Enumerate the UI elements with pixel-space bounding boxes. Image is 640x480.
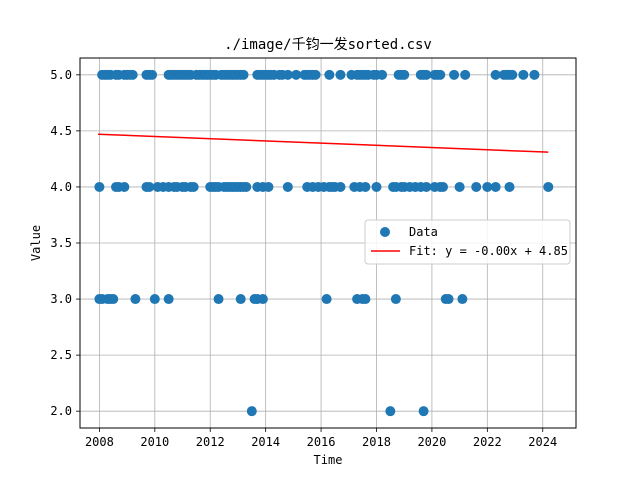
data-point [443, 294, 454, 305]
data-point [238, 69, 249, 80]
data-point [471, 181, 482, 192]
data-point [390, 294, 401, 305]
data-point [529, 69, 540, 80]
data-point [377, 69, 388, 80]
x-tick-label: 2018 [362, 435, 391, 449]
plot-series [94, 69, 554, 417]
data-point [241, 181, 252, 192]
data-point [321, 294, 332, 305]
data-point [335, 181, 346, 192]
data-point [235, 294, 246, 305]
data-point [257, 294, 268, 305]
x-axis: 2008 2010 2012 2014 2016 2018 2020 2022 2024 [85, 428, 557, 449]
data-point [518, 69, 529, 80]
data-point [130, 294, 141, 305]
data-point [490, 69, 501, 80]
y-tick-label: 3.0 [50, 292, 72, 306]
x-tick-label: 2024 [528, 435, 557, 449]
data-point [399, 69, 410, 80]
data-point [213, 294, 224, 305]
data-point [504, 181, 515, 192]
y-axis: 2.0 2.5 3.0 3.5 4.0 4.5 5.0 [50, 68, 80, 418]
x-tick-label: 2016 [307, 435, 336, 449]
legend-box [364, 219, 571, 265]
y-tick-label: 3.5 [50, 236, 72, 250]
legend-data-marker [380, 227, 390, 237]
data-point [282, 181, 293, 192]
data-point [457, 294, 468, 305]
data-point [437, 181, 448, 192]
y-axis-label: Value [29, 225, 43, 261]
x-tick-label: 2022 [473, 435, 502, 449]
x-tick-label: 2010 [140, 435, 169, 449]
legend: Data Fit: y = -0.00x + 4.85 [364, 219, 571, 265]
data-point [543, 181, 554, 192]
y-tick-label: 2.5 [50, 348, 72, 362]
chart-title: ./image/千钧一发sorted.csv [224, 37, 432, 53]
y-tick-label: 5.0 [50, 68, 72, 82]
data-point [449, 69, 460, 80]
y-tick-label: 2.0 [50, 404, 72, 418]
data-point [507, 69, 518, 80]
data-point [282, 69, 293, 80]
x-tick-label: 2008 [85, 435, 114, 449]
data-point [490, 181, 501, 192]
data-point [310, 69, 321, 80]
x-axis-label: Time [314, 453, 343, 467]
data-point [371, 181, 382, 192]
data-point [335, 69, 346, 80]
legend-data-label: Data [409, 225, 438, 239]
data-point [188, 181, 199, 192]
y-tick-label: 4.0 [50, 180, 72, 194]
x-tick-label: 2020 [417, 435, 446, 449]
data-point [421, 181, 432, 192]
data-point [127, 69, 138, 80]
data-point [263, 181, 274, 192]
x-tick-label: 2012 [196, 435, 225, 449]
data-point [454, 181, 465, 192]
data-point [324, 69, 335, 80]
data-point [246, 406, 257, 417]
data-point [360, 181, 371, 192]
data-point [108, 294, 119, 305]
data-point [94, 181, 105, 192]
data-point [119, 181, 130, 192]
data-point [460, 69, 471, 80]
data-point [482, 181, 493, 192]
data-point [421, 69, 432, 80]
y-tick-label: 4.5 [50, 124, 72, 138]
data-point [360, 294, 371, 305]
data-point [291, 69, 302, 80]
fit-line [97, 133, 549, 153]
data-point [147, 69, 158, 80]
data-point [385, 406, 396, 417]
data-point [149, 294, 160, 305]
data-point [435, 69, 446, 80]
x-tick-label: 2014 [251, 435, 280, 449]
data-point [144, 181, 155, 192]
legend-fit-label: Fit: y = -0.00x + 4.85 [409, 244, 568, 258]
data-point [163, 294, 174, 305]
data-point [418, 406, 429, 417]
